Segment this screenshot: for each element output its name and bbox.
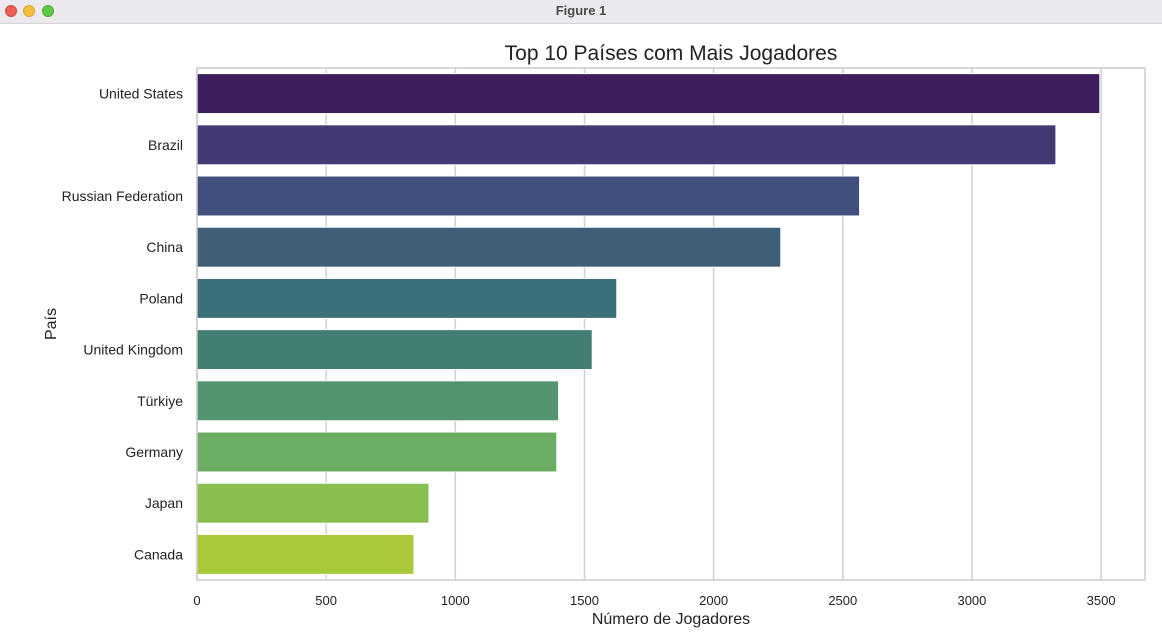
bar xyxy=(196,73,1101,115)
x-tick-label: 2500 xyxy=(828,593,857,608)
x-tick-label: 3000 xyxy=(957,593,986,608)
y-tick-label: Germany xyxy=(125,444,183,460)
y-tick-label: Japan xyxy=(145,495,183,511)
bar xyxy=(196,431,558,473)
bar xyxy=(196,533,415,575)
x-axis-label: Número de Jogadores xyxy=(592,611,750,628)
x-tick-label: 1500 xyxy=(570,593,599,608)
y-tick-label: Poland xyxy=(139,290,183,306)
y-tick-label: United States xyxy=(99,86,183,102)
bar xyxy=(196,175,861,217)
x-tick-label: 1000 xyxy=(441,593,470,608)
y-axis-label: País xyxy=(43,308,60,340)
y-tick-labels: United States Brazil Russian Federation Chi… xyxy=(62,86,184,563)
plot-frame xyxy=(196,67,1146,581)
x-tick-label: 3500 xyxy=(1087,593,1116,608)
bar xyxy=(196,226,782,268)
y-tick-label: Brazil xyxy=(148,137,183,153)
y-tick-label: Türkiye xyxy=(137,393,183,409)
bar xyxy=(196,124,1057,166)
bar-chart: Top 10 Países com Mais Jogadores United … xyxy=(43,42,1146,628)
x-tick-labels: 0 500 1000 1500 2000 2500 3000 3500 xyxy=(193,593,1115,608)
bar xyxy=(196,380,560,422)
chart-title: Top 10 Países com Mais Jogadores xyxy=(505,42,838,65)
x-tick-label: 2000 xyxy=(699,593,728,608)
window-title: Figure 1 xyxy=(555,3,607,18)
y-tick-label: Russian Federation xyxy=(62,188,183,204)
bar xyxy=(196,329,593,371)
bar xyxy=(196,482,430,524)
x-tick-label: 500 xyxy=(315,593,337,608)
y-tick-label: Canada xyxy=(134,546,183,562)
y-tick-label: China xyxy=(146,239,183,255)
x-tick-label: 0 xyxy=(193,593,200,608)
window-titlebar: Figure 1 xyxy=(0,0,1162,24)
y-tick-label: United Kingdom xyxy=(83,342,183,358)
minimize-window-button[interactable] xyxy=(23,5,35,17)
zoom-window-button[interactable] xyxy=(42,5,54,17)
bar xyxy=(196,277,618,319)
bars xyxy=(196,73,1101,575)
close-window-button[interactable] xyxy=(5,5,17,17)
